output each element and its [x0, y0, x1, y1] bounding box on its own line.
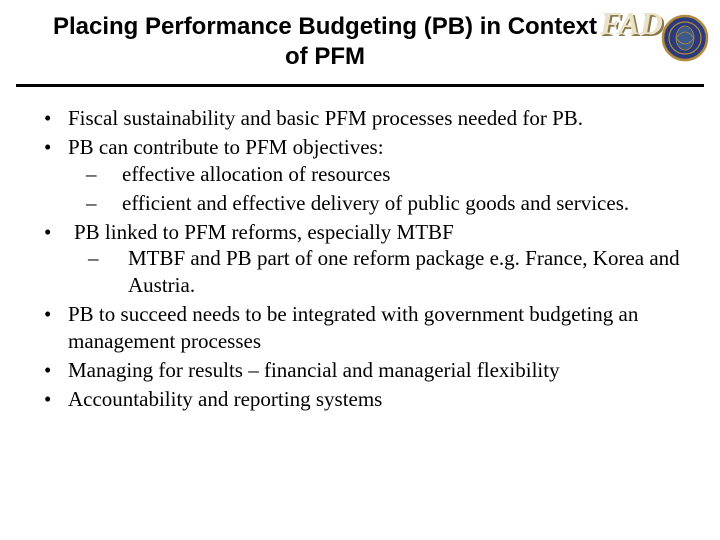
list-item: PB to succeed needs to be integrated wit… — [38, 301, 682, 355]
list-item: Fiscal sustainability and basic PFM proc… — [38, 105, 682, 132]
bullet-list: Fiscal sustainability and basic PFM proc… — [38, 105, 682, 413]
list-item: Managing for results – financial and man… — [38, 357, 682, 384]
fad-imf-logo: FAD FAD — [600, 6, 710, 64]
bullet-text: PB can contribute to PFM objectives: — [68, 135, 384, 159]
sub-list: effective allocation of resources effici… — [68, 161, 682, 217]
bullet-text: Managing for results – financial and man… — [68, 358, 560, 382]
bullet-text: Accountability and reporting systems — [68, 387, 382, 411]
slide-body: Fiscal sustainability and basic PFM proc… — [0, 87, 720, 413]
bullet-text: efficient and effective delivery of publ… — [122, 191, 629, 215]
svg-text:FAD: FAD — [600, 6, 663, 41]
list-item: Accountability and reporting systems — [38, 386, 682, 413]
bullet-text: PB linked to PFM reforms, especially MTB… — [74, 220, 454, 244]
bullet-text: MTBF and PB part of one reform package e… — [128, 246, 680, 297]
bullet-text: Fiscal sustainability and basic PFM proc… — [68, 106, 583, 130]
slide-header: Placing Performance Budgeting (PB) in Co… — [0, 0, 720, 80]
bullet-text: effective allocation of resources — [122, 162, 390, 186]
sub-list: MTBF and PB part of one reform package e… — [74, 245, 682, 299]
list-item: PB can contribute to PFM objectives: eff… — [38, 134, 682, 217]
list-item: efficient and effective delivery of publ… — [68, 190, 682, 217]
list-item: MTBF and PB part of one reform package e… — [74, 245, 682, 299]
list-item: effective allocation of resources — [68, 161, 682, 188]
list-item: PB linked to PFM reforms, especially MTB… — [38, 219, 682, 300]
bullet-text: PB to succeed needs to be integrated wit… — [68, 302, 638, 353]
slide-title: Placing Performance Budgeting (PB) in Co… — [40, 12, 690, 72]
